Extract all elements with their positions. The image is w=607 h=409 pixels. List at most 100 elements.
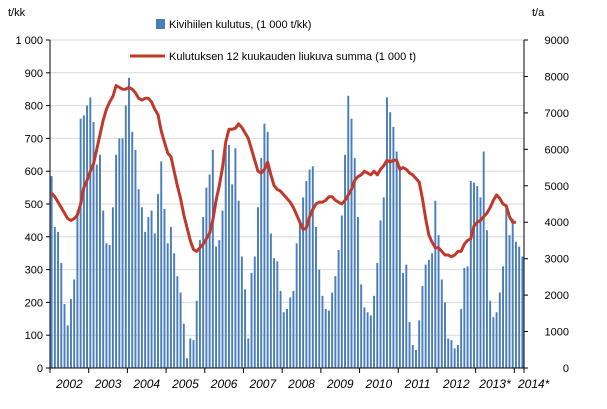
bar — [69, 299, 72, 368]
right-tick-label: 3000 — [545, 254, 569, 266]
bar — [514, 241, 517, 368]
bar — [131, 131, 134, 368]
right-tick-label: 9000 — [545, 35, 569, 47]
bar — [257, 207, 259, 368]
bar — [111, 207, 114, 368]
legend: Kivihiilen kulutus, (1 000 t/kk) Kulutuk… — [130, 19, 416, 63]
bar — [437, 235, 440, 368]
x-tick-label: 2006 — [210, 377, 238, 391]
bar — [211, 149, 214, 368]
bar — [373, 295, 376, 368]
bar — [298, 223, 301, 368]
left-tick-label: 600 — [25, 166, 43, 178]
left-tick-label: 300 — [25, 265, 43, 277]
x-tick-label: 2002 — [55, 377, 83, 391]
bar — [186, 358, 189, 368]
bar — [269, 233, 272, 368]
bar — [263, 123, 266, 368]
bar — [385, 97, 388, 369]
x-tick-label: 2004 — [132, 377, 160, 391]
x-tick-label: 2003 — [94, 377, 122, 391]
bar — [398, 166, 401, 368]
bar — [182, 323, 185, 368]
bar — [356, 217, 359, 368]
bar — [99, 154, 101, 368]
bar — [505, 207, 508, 368]
bar — [411, 345, 414, 368]
bar — [286, 308, 288, 368]
bar — [115, 154, 118, 368]
bar — [192, 340, 195, 368]
bar — [308, 169, 311, 368]
x-tick-label: 2008 — [287, 377, 315, 391]
bar — [369, 315, 372, 368]
bar — [137, 189, 140, 368]
right-axis-unit: t/a — [532, 7, 545, 19]
bar — [153, 233, 156, 368]
x-tick-label: 2005 — [171, 377, 199, 391]
left-tick-label: 500 — [25, 199, 43, 211]
right-tick-label: 4000 — [545, 217, 569, 229]
bar — [424, 264, 427, 368]
bar — [382, 197, 385, 368]
bar — [260, 158, 263, 368]
bar — [476, 185, 479, 368]
bar — [395, 151, 398, 368]
bar — [431, 253, 434, 368]
bar — [479, 197, 482, 368]
bar — [118, 138, 121, 368]
bar — [150, 210, 153, 368]
left-tick-label: 0 — [37, 363, 43, 375]
bar — [157, 194, 159, 368]
bar — [79, 118, 82, 368]
right-tick-label: 6000 — [545, 144, 569, 156]
bar — [76, 210, 79, 368]
right-tick-label: 8000 — [545, 71, 569, 83]
bar — [469, 181, 472, 368]
bar — [198, 240, 201, 368]
x-tick-label: 2007 — [248, 377, 277, 391]
bar — [53, 226, 56, 368]
bar — [73, 279, 76, 368]
bar — [427, 259, 430, 368]
bar — [89, 97, 92, 369]
bar — [215, 246, 218, 368]
bar — [289, 297, 292, 368]
bar — [363, 307, 366, 368]
bar — [102, 210, 105, 368]
legend-bar-label: Kivihiilen kulutus, (1 000 t/kk) — [169, 19, 311, 31]
left-axis-unit: t/kk — [8, 7, 26, 19]
bar — [466, 266, 469, 368]
bar — [134, 149, 137, 368]
bar — [324, 308, 327, 368]
bar — [389, 112, 392, 368]
bar — [347, 95, 350, 368]
bar — [337, 249, 340, 368]
bar — [176, 276, 179, 368]
bar — [95, 164, 98, 368]
bar — [163, 208, 166, 368]
bar — [227, 144, 230, 368]
bar — [327, 310, 330, 368]
bar — [418, 320, 421, 368]
bar — [473, 182, 475, 368]
bar — [86, 105, 89, 368]
bar — [434, 200, 437, 368]
bar — [237, 200, 240, 368]
bar — [508, 235, 511, 368]
bar — [460, 308, 463, 368]
right-tick-label: 7000 — [545, 108, 569, 120]
bar — [408, 322, 411, 368]
bar — [353, 158, 356, 368]
bar — [234, 148, 237, 368]
bar — [511, 218, 514, 368]
bar — [331, 292, 334, 368]
bar — [92, 122, 95, 368]
bar — [485, 230, 488, 368]
bar — [402, 272, 405, 368]
bar — [276, 261, 279, 368]
bar — [57, 231, 60, 368]
bar — [247, 338, 250, 368]
bar — [415, 349, 417, 368]
bar — [340, 215, 343, 368]
